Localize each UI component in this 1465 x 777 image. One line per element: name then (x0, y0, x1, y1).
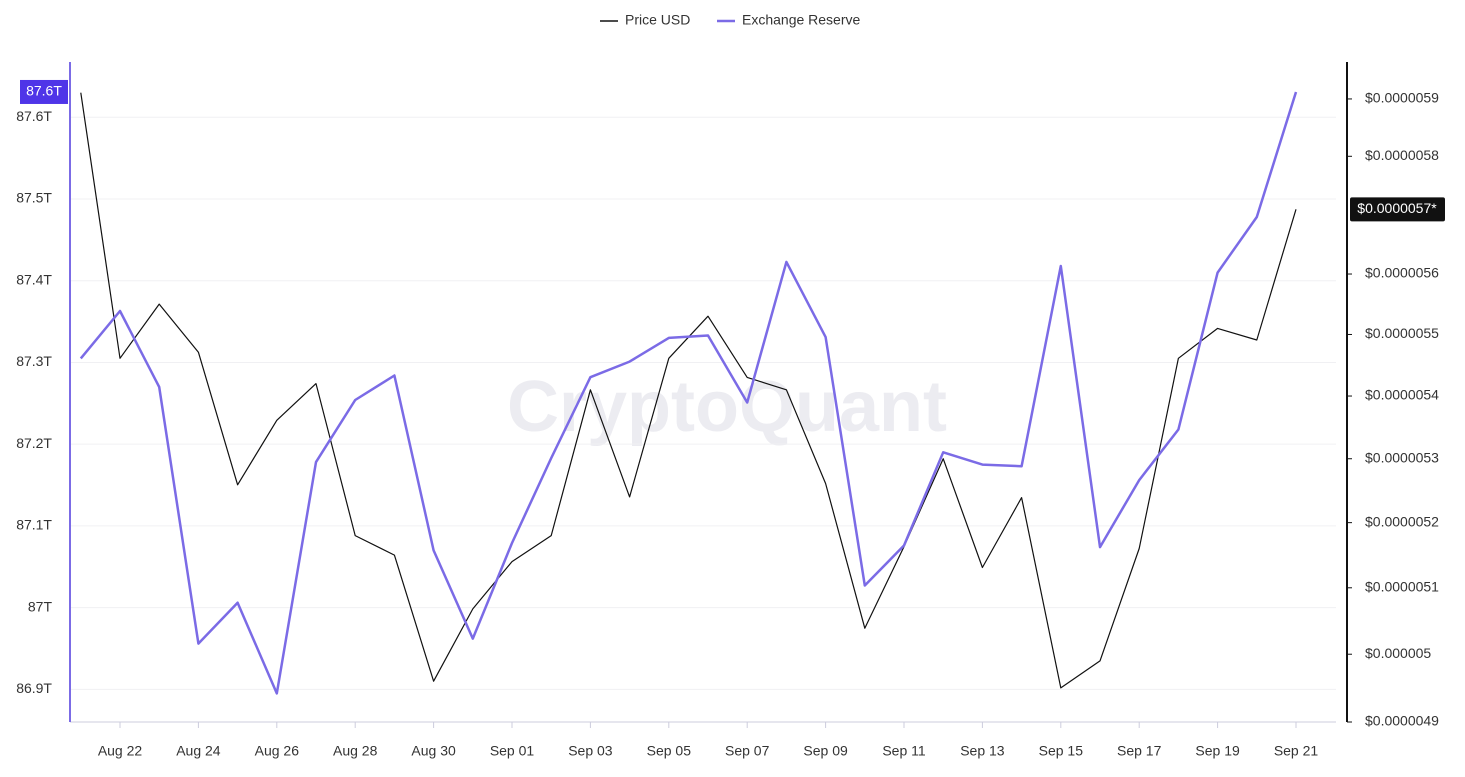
x-tick-label: Aug 26 (255, 743, 300, 759)
x-tick-label: Sep 15 (1039, 743, 1084, 759)
x-tick-label: Sep 11 (882, 743, 926, 759)
y-tick-label: 87.1T (16, 517, 52, 533)
legend-label: Exchange Reserve (742, 12, 861, 28)
x-tick-label: Sep 09 (803, 743, 848, 759)
y-tick-label: 87.5T (16, 190, 52, 206)
y2-tick-label: $0.0000052 (1365, 513, 1439, 529)
y2-marker-label: $0.0000057* (1357, 200, 1437, 216)
x-tick-label: Aug 22 (98, 743, 143, 759)
x-tick-label: Sep 17 (1117, 743, 1162, 759)
watermark: CryptoQuant (507, 367, 947, 447)
x-tick-label: Aug 24 (176, 743, 221, 759)
x-tick-label: Sep 01 (490, 743, 535, 759)
y2-marker (1350, 197, 1445, 222)
x-tick-label: Sep 13 (960, 743, 1005, 759)
series-line (79, 91, 1298, 695)
y2-tick-label: $0.000005 (1365, 645, 1431, 661)
y-tick-label: 87T (28, 598, 53, 614)
legend-label: Price USD (625, 12, 690, 28)
y-tick-label: 87.6T (16, 108, 52, 124)
y2-tick-label: $0.0000055 (1365, 325, 1439, 341)
x-tick-label: Sep 03 (568, 743, 613, 759)
y-tick-label: 87.4T (16, 271, 52, 287)
x-tick-label: Sep 19 (1195, 743, 1240, 759)
y2-tick-label: $0.0000059 (1365, 90, 1439, 106)
x-tick-label: Aug 28 (333, 743, 378, 759)
y2-tick-label: $0.0000058 (1365, 147, 1439, 163)
x-tick-label: Sep 21 (1274, 743, 1319, 759)
y2-tick-label: $0.0000054 (1365, 387, 1439, 403)
y2-tick-label: $0.0000049 (1365, 713, 1439, 729)
y-tick-label: 87.3T (16, 353, 52, 369)
x-tick-label: Aug 30 (411, 743, 456, 759)
y2-tick-label: $0.0000053 (1365, 449, 1439, 465)
y-marker (20, 79, 68, 104)
y-tick-label: 87.2T (16, 435, 52, 451)
y-tick-label: 86.9T (16, 680, 52, 696)
y2-tick-label: $0.0000056 (1365, 265, 1439, 281)
x-tick-label: Sep 05 (647, 743, 692, 759)
y2-tick-label: $0.0000051 (1365, 578, 1439, 594)
y-marker-label: 87.6T (26, 83, 62, 99)
x-tick-label: Sep 07 (725, 743, 770, 759)
